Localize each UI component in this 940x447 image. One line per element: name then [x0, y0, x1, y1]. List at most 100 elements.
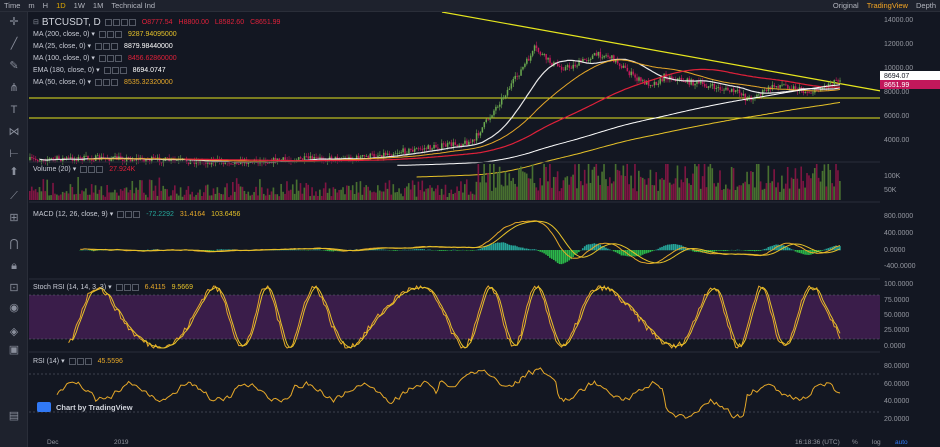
- topbar-item-1w[interactable]: 1W: [73, 0, 85, 10]
- macd-histogram-bar: [587, 244, 590, 251]
- view-tradingview-tab[interactable]: TradingView: [866, 0, 908, 10]
- candle-body: [448, 142, 451, 144]
- candle-body: [740, 93, 743, 96]
- candle-body: [802, 91, 805, 93]
- macd-histogram-bar: [392, 250, 395, 251]
- indicator-legend-ma100[interactable]: MA (100, close, 0) ▾ 8456.62860000: [33, 54, 177, 62]
- candle-body: [582, 58, 584, 63]
- symbol-dropdown-icon[interactable]: ⊟: [33, 19, 39, 26]
- volume-bar: [48, 195, 50, 200]
- topbar-item-technical-indicators[interactable]: Technical Ind: [111, 0, 156, 10]
- topbar-item-1d[interactable]: 1D: [56, 0, 66, 10]
- eye-icon[interactable]: ◉: [9, 302, 19, 314]
- crosshair-icon[interactable]: ✛: [9, 16, 19, 28]
- auto-toggle[interactable]: auto: [895, 438, 908, 446]
- macd-histogram-bar: [581, 248, 584, 251]
- macd-legend[interactable]: MACD (12, 26, close, 9) ▾ -72.2292 31.416…: [33, 210, 241, 218]
- volume-bar: [601, 171, 603, 200]
- volume-bar: [349, 190, 352, 200]
- volume-bar: [206, 184, 209, 200]
- volume-bar: [717, 182, 719, 200]
- candle-body: [398, 152, 400, 154]
- magnet-icon[interactable]: ⋂: [9, 238, 19, 250]
- volume-bar: [216, 187, 219, 200]
- layers-icon[interactable]: ◈: [9, 326, 19, 338]
- volume-bar: [328, 188, 331, 200]
- volume-bar: [765, 183, 768, 200]
- tradingview-watermark[interactable]: Chart by TradingView: [37, 402, 133, 412]
- view-depth-tab[interactable]: Depth: [915, 0, 936, 10]
- candle-body: [736, 89, 739, 91]
- pattern-icon[interactable]: ⋈: [8, 126, 20, 138]
- macd-histogram-bar: [688, 249, 690, 251]
- view-original-tab[interactable]: Original: [832, 0, 859, 10]
- volume-bar: [628, 184, 630, 200]
- volume-bar: [726, 188, 729, 200]
- indicator-buttons: [80, 165, 104, 173]
- macd-histogram-bar: [736, 249, 739, 251]
- trendline-icon[interactable]: ╱: [10, 38, 18, 50]
- brush-icon[interactable]: ✎: [9, 60, 19, 72]
- indicator-legend-ma200[interactable]: MA (200, close, 0) ▾ 9287.94095000: [33, 30, 177, 38]
- topbar-item-1m[interactable]: 1M: [92, 0, 104, 10]
- volume-bar: [525, 173, 528, 200]
- lock-icon[interactable]: 🔒︎: [11, 260, 17, 272]
- gann-icon[interactable]: ⊞: [9, 212, 19, 224]
- macd-histogram-bar: [796, 250, 799, 253]
- zoom-icon[interactable]: ▤: [8, 410, 20, 422]
- topbar-item-time[interactable]: Time: [4, 0, 21, 10]
- measure-icon[interactable]: ⟋: [10, 190, 18, 202]
- indicator-legend-ma50[interactable]: MA (50, close, 0) ▾ 8535.32320000: [33, 78, 173, 86]
- volume-bar: [819, 181, 822, 200]
- pitchfork-icon[interactable]: ⋔: [9, 82, 19, 94]
- volume-bar: [680, 179, 683, 200]
- indicator-legend-ma25[interactable]: MA (25, close, 0) ▾ 8879.98440000: [33, 42, 173, 50]
- macd-histogram-bar: [574, 250, 576, 256]
- trash-icon[interactable]: ▣: [8, 344, 20, 356]
- volume-bar: [88, 194, 91, 200]
- candle-body: [454, 142, 457, 145]
- rsi-legend[interactable]: RSI (14) ▾ 45.5596: [33, 357, 123, 365]
- topbar-item-hours[interactable]: H: [42, 0, 49, 10]
- macd-histogram-bar: [670, 244, 673, 251]
- macd-histogram-bar: [286, 249, 288, 251]
- macd-histogram-bar: [717, 250, 719, 251]
- macd-histogram-bar: [781, 245, 783, 251]
- text-icon[interactable]: T: [10, 104, 18, 116]
- price-axis[interactable]: 14000.00 12000.00 10000.00 8000.00 6000.00 40…: [880, 12, 940, 437]
- volume-bar: [527, 178, 530, 200]
- macd-histogram-bar: [228, 249, 230, 251]
- time-axis[interactable]: Dec 2019 16:18:36 (UTC) % log auto: [29, 437, 940, 447]
- volume-bar: [102, 195, 105, 200]
- ruler-icon[interactable]: ⊢: [9, 148, 19, 160]
- candle-body: [470, 141, 472, 143]
- percent-toggle[interactable]: %: [852, 438, 858, 446]
- candle-body: [102, 156, 105, 158]
- candle-body: [829, 83, 832, 85]
- macd-histogram-bar: [568, 250, 571, 261]
- candle-body: [247, 162, 250, 165]
- volume-legend[interactable]: Volume (20) ▾ 27.924K: [33, 165, 136, 173]
- candle-body: [46, 159, 49, 162]
- macd-histogram-bar: [674, 244, 677, 251]
- macd-histogram-bar: [757, 250, 760, 251]
- volume-bar: [473, 194, 476, 200]
- macd-histogram-bar: [835, 245, 837, 251]
- indicator-legend-ema180[interactable]: EMA (180, close, 0) ▾ 8694.0747: [33, 66, 166, 74]
- volume-bar: [158, 177, 161, 200]
- volume-bar: [42, 179, 45, 200]
- stoch-legend[interactable]: Stoch RSI (14, 14, 3, 3) ▾ 6.4115 9.5669: [33, 283, 193, 291]
- volume-bar: [781, 175, 783, 200]
- chart-canvas[interactable]: [29, 12, 909, 437]
- macd-histogram-bar: [313, 249, 315, 251]
- candle-body: [185, 159, 188, 162]
- macd-histogram-bar: [597, 243, 600, 251]
- topbar-item-minutes[interactable]: m: [28, 0, 35, 10]
- volume-bar: [742, 183, 745, 200]
- log-toggle[interactable]: log: [872, 438, 881, 446]
- candle-body: [458, 144, 460, 147]
- lock-open-icon[interactable]: ⊡: [9, 282, 19, 294]
- volume-bar: [135, 187, 137, 200]
- arrow-up-icon[interactable]: ⬆: [9, 166, 19, 178]
- symbol-label[interactable]: BTCUSDT, D: [41, 16, 101, 28]
